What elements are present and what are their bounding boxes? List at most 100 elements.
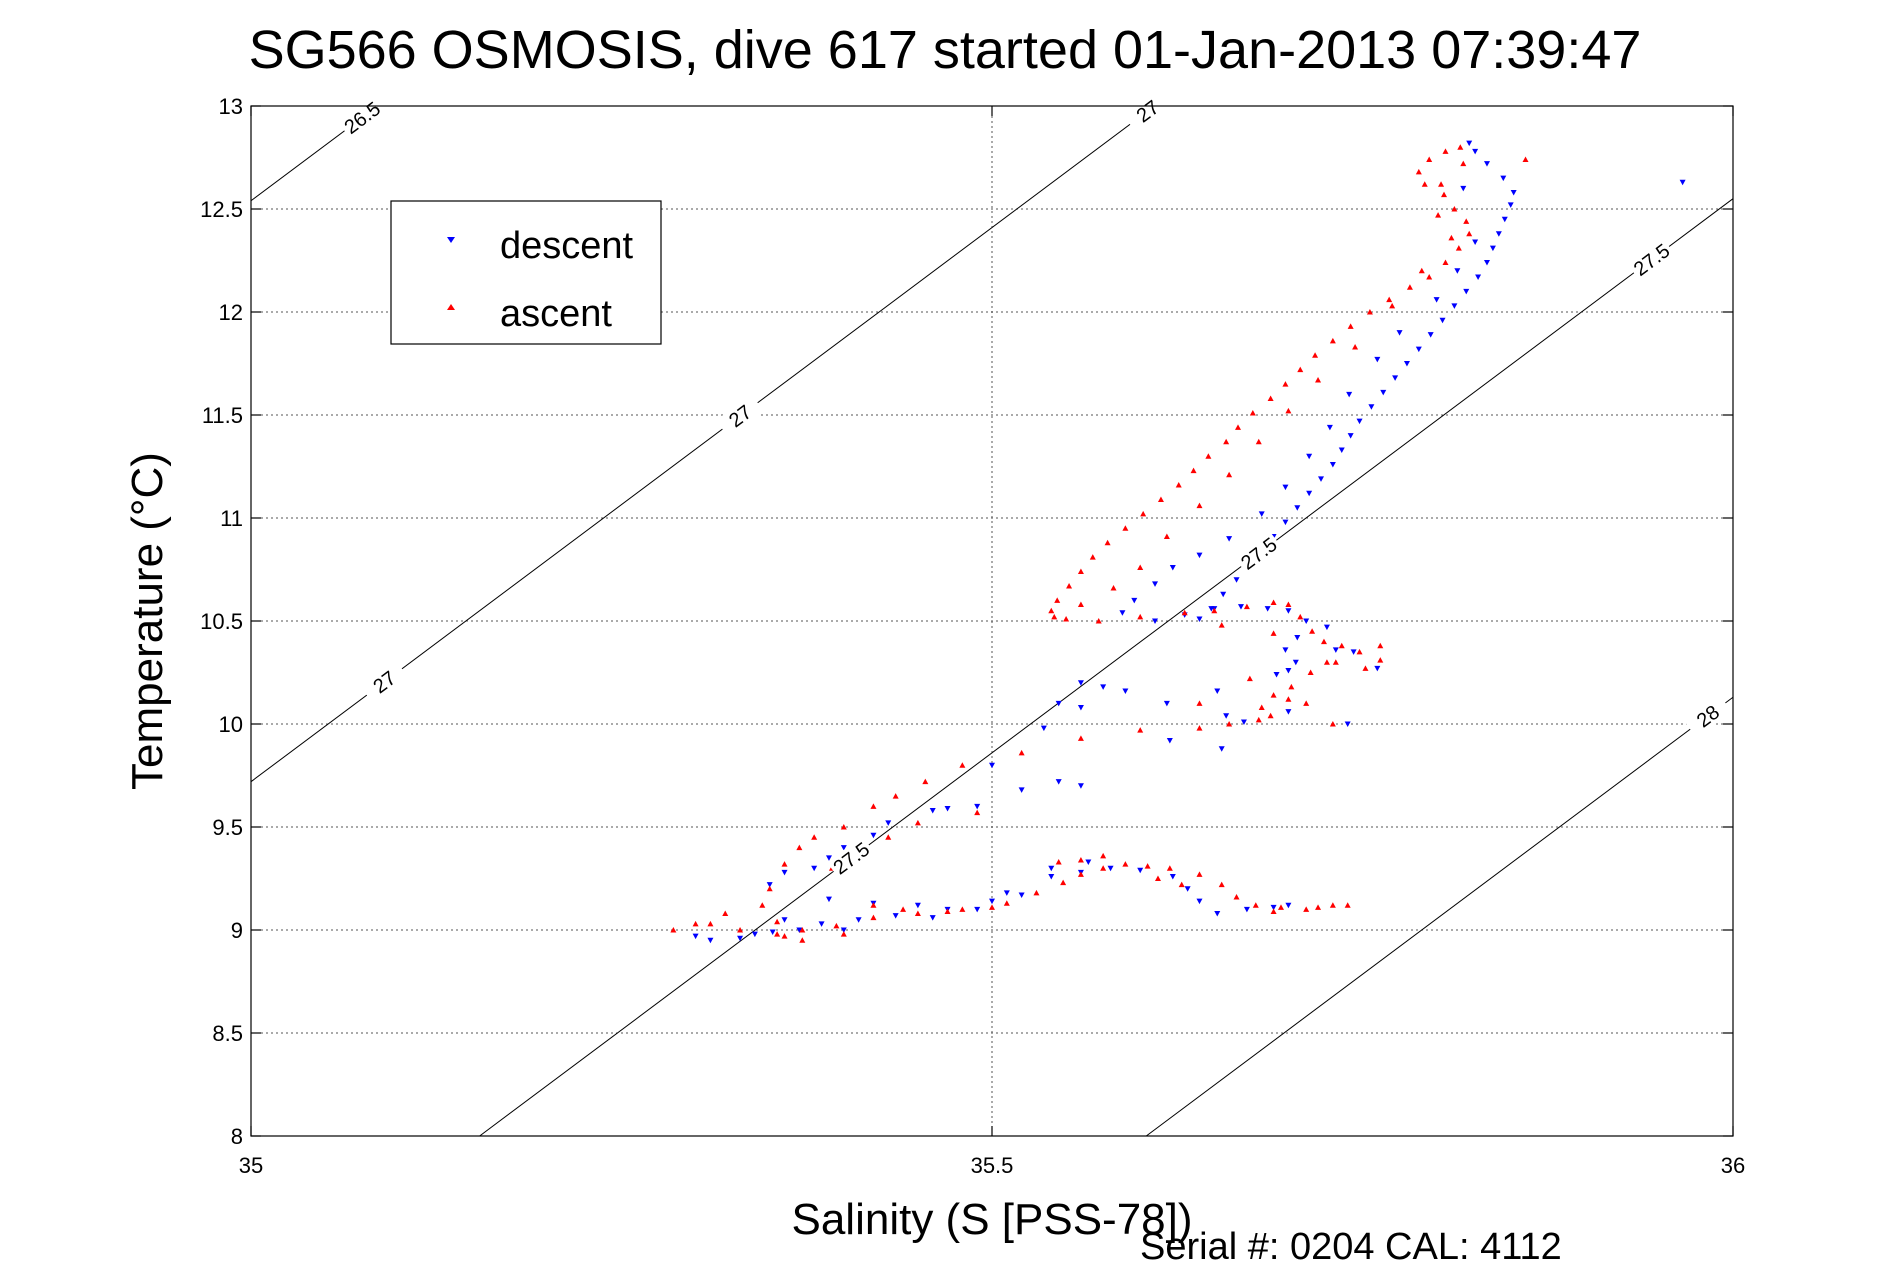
ascent-point <box>1323 659 1330 665</box>
ascent-point <box>1285 601 1292 608</box>
legend-descent-marker <box>447 237 455 243</box>
ascent-point <box>692 920 699 927</box>
ascent-point <box>1246 675 1253 682</box>
ascent-point <box>1154 875 1161 881</box>
ascent-point <box>1347 323 1354 329</box>
ascent-point <box>1303 700 1310 706</box>
ascent-point <box>1175 482 1182 488</box>
ascent-point <box>766 885 773 892</box>
ascent-point <box>1218 622 1225 628</box>
contour-label-bg <box>715 393 765 438</box>
descent-point <box>855 917 862 923</box>
x-tick-label: 35.5 <box>971 1153 1014 1178</box>
descent-point <box>1003 890 1010 896</box>
y-axis-ticks: 8 8.5 9 9.5 10 10.5 11 11.5 12 12.5 13 <box>200 94 1733 1149</box>
ascent-point <box>1329 721 1336 727</box>
ascent-point <box>1100 852 1107 859</box>
ascent-point <box>1252 902 1259 908</box>
y-tick-label: 11.5 <box>202 403 243 428</box>
descent-point <box>1507 202 1514 208</box>
descent-point <box>1306 453 1313 460</box>
descent-point <box>1472 148 1479 155</box>
descent-point <box>1495 231 1502 237</box>
ascent-point <box>1255 438 1262 445</box>
descent-point <box>1350 649 1357 655</box>
descent-point <box>1226 536 1233 542</box>
descent-point <box>692 933 699 940</box>
ascent-point <box>1426 156 1433 163</box>
descent-point <box>1292 659 1299 666</box>
descent-point <box>974 803 981 810</box>
ascent-point <box>1243 603 1250 610</box>
descent-point <box>1500 175 1507 182</box>
descent-point <box>1368 404 1375 410</box>
descent-point <box>1483 161 1490 167</box>
ascent-point <box>1460 160 1467 167</box>
descent-point <box>1306 490 1313 497</box>
descent-point <box>1085 859 1092 866</box>
y-axis-label: Temperature (°C) <box>123 452 172 790</box>
descent-point <box>1344 721 1351 727</box>
descent-point <box>1501 216 1508 223</box>
descent-point <box>1318 476 1325 482</box>
ascent-point <box>1288 683 1295 690</box>
ascent-point <box>1267 395 1274 402</box>
ascent-point <box>1255 716 1262 723</box>
descent-point <box>1270 904 1277 911</box>
serial-footer: Serial #: 0204 CAL: 4112 <box>1140 1226 1562 1262</box>
ascent-point <box>1110 585 1117 591</box>
descent-point <box>707 937 714 944</box>
ascent-point <box>1421 181 1428 187</box>
descent-point <box>1152 581 1159 587</box>
descent-point <box>1218 746 1225 752</box>
ascent-point <box>1285 696 1292 702</box>
ascent-point <box>1223 438 1230 445</box>
ascent-point <box>1270 692 1277 698</box>
descent-point <box>1077 783 1084 789</box>
ascent-point <box>1190 467 1197 474</box>
descent-point <box>1475 274 1482 280</box>
ascent-point <box>1137 564 1144 570</box>
descent-point <box>1018 892 1025 898</box>
descent-point <box>1055 700 1062 707</box>
ascent-point <box>959 906 966 912</box>
ascent-point <box>1196 700 1203 706</box>
x-axis-label: Salinity (S [PSS-78]) <box>791 1195 1192 1244</box>
ascent-point <box>1196 502 1203 509</box>
ascent-point <box>1063 615 1070 622</box>
descent-point <box>1131 597 1138 604</box>
descent-point <box>1439 317 1446 324</box>
ascent-point <box>870 803 877 809</box>
ascent-point <box>914 819 921 826</box>
ascent-point <box>1277 904 1284 910</box>
descent-point <box>1294 505 1301 511</box>
descent-point <box>1294 634 1301 641</box>
ascent-point <box>1406 284 1413 290</box>
ascent-point <box>892 793 899 799</box>
ascent-point <box>1249 409 1256 416</box>
descent-point <box>1285 667 1292 674</box>
descent-point <box>1356 418 1363 425</box>
ascent-point <box>1352 344 1359 350</box>
ascent-point <box>1077 735 1084 741</box>
descent-point <box>1346 391 1353 398</box>
descent-point <box>1338 447 1345 454</box>
ascent-point <box>1018 749 1025 756</box>
descent-point <box>989 762 995 769</box>
descent-point <box>1332 647 1339 653</box>
data-points <box>670 140 1686 944</box>
ascent-point <box>774 931 781 937</box>
ascent-point <box>1077 871 1084 877</box>
descent-point <box>1258 511 1265 517</box>
ascent-point <box>1297 613 1304 620</box>
descent-point <box>840 927 847 933</box>
y-tick-label: 13 <box>219 94 243 119</box>
ascent-point <box>914 910 921 917</box>
descent-point <box>1122 688 1129 695</box>
legend: descent ascent <box>390 200 662 345</box>
descent-point <box>781 869 788 876</box>
contour-line <box>479 198 1734 1137</box>
ascent-point <box>1297 366 1304 373</box>
contour-label-bg <box>1123 89 1172 134</box>
ascent-point <box>1442 259 1449 266</box>
